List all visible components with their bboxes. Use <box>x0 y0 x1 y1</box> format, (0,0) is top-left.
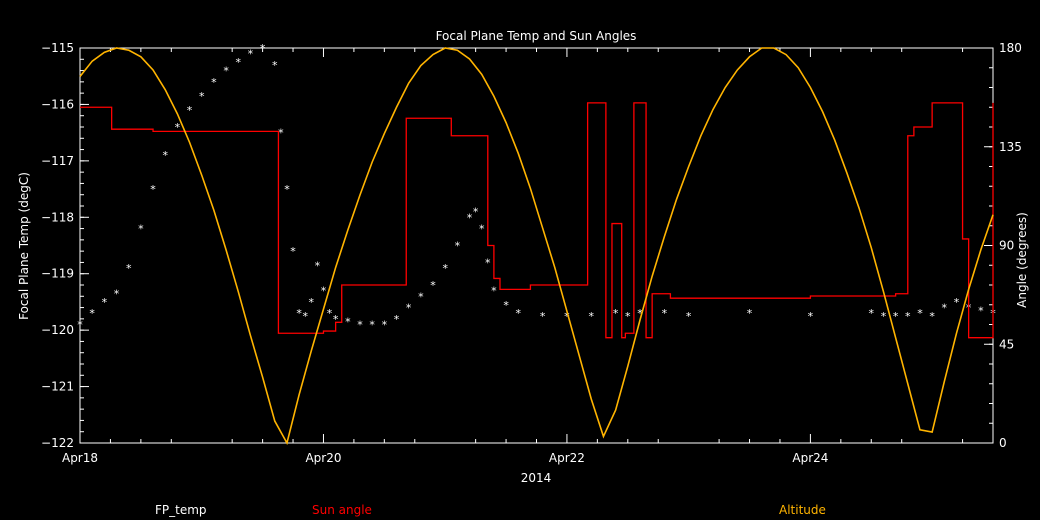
data-point: * <box>327 307 333 320</box>
y-tick-label: −120 <box>41 323 74 337</box>
data-point: * <box>211 76 217 89</box>
data-point: * <box>418 290 424 303</box>
data-point: * <box>236 56 242 69</box>
y-tick-label: −115 <box>41 41 74 55</box>
y-tick-label: −121 <box>41 380 74 394</box>
y-tick-label: −119 <box>41 267 74 281</box>
data-point: * <box>589 310 595 323</box>
data-point: * <box>613 307 619 320</box>
y2-tick-label: 180 <box>999 41 1022 55</box>
axis-ticks: Apr18 Apr20 Apr22 Apr24 −115 −116 −117 −118 −119… <box>41 41 1022 465</box>
y-axis-label: Focal Plane Temp (degC) <box>17 172 31 320</box>
data-point: * <box>199 90 205 103</box>
series-line <box>80 102 994 339</box>
data-point: * <box>114 287 120 300</box>
data-point: * <box>302 310 308 323</box>
series-altitude <box>79 47 994 446</box>
x-tick-label: Apr18 <box>62 451 98 465</box>
data-point: * <box>540 310 546 323</box>
data-point: * <box>89 307 95 320</box>
data-point: * <box>223 65 229 78</box>
data-point: * <box>881 310 887 323</box>
data-point: * <box>382 319 388 332</box>
data-point: * <box>515 307 521 320</box>
legend: FP_temp Sun angle Altitude <box>155 503 826 517</box>
y2-axis-label: Angle (degrees) <box>1015 212 1029 308</box>
y-tick-label: −117 <box>41 154 74 168</box>
data-point: * <box>479 223 485 236</box>
data-point: * <box>290 245 296 258</box>
data-point: * <box>126 262 132 275</box>
data-point: * <box>473 206 479 219</box>
data-point: * <box>686 310 692 323</box>
data-point: * <box>455 240 461 253</box>
data-point: * <box>893 310 899 323</box>
data-point: * <box>430 279 436 292</box>
data-point: * <box>929 310 935 323</box>
x-tick-label: Apr20 <box>305 451 341 465</box>
y2-tick-label: 45 <box>999 337 1014 351</box>
data-point: * <box>260 42 266 55</box>
data-point: * <box>284 183 290 196</box>
data-point: * <box>187 104 193 117</box>
data-point: * <box>175 121 181 134</box>
data-point: * <box>102 296 108 309</box>
data-point: * <box>138 223 144 236</box>
data-point: * <box>406 302 412 315</box>
data-point: * <box>978 304 984 317</box>
series-fp-temp: *************** ****** ***** * * * * * ******* **… <box>77 42 996 332</box>
data-point: * <box>333 313 339 326</box>
data-point: * <box>309 296 315 309</box>
series-line <box>79 47 994 446</box>
data-point: * <box>503 299 509 312</box>
data-point: * <box>467 211 473 224</box>
legend-entry: FP_temp <box>155 503 207 517</box>
series-sun-angle <box>80 102 994 339</box>
data-point: * <box>954 296 960 309</box>
data-point: * <box>296 307 302 320</box>
x-tick-label: Apr22 <box>549 451 585 465</box>
data-point: * <box>315 259 321 272</box>
y2-tick-label: 0 <box>999 436 1007 450</box>
data-point: * <box>272 59 278 72</box>
data-point: * <box>747 307 753 320</box>
y-tick-label: −116 <box>41 97 74 111</box>
x-axis-label: 2014 <box>521 471 552 485</box>
legend-entry: Altitude <box>779 503 826 517</box>
data-point: * <box>637 307 643 320</box>
data-point: * <box>162 149 168 162</box>
data-point: * <box>357 319 363 332</box>
y2-tick-label: 90 <box>999 239 1014 253</box>
data-point: * <box>808 310 814 323</box>
data-point: * <box>150 183 156 196</box>
data-point: * <box>917 307 923 320</box>
y-tick-label: −118 <box>41 210 74 224</box>
y2-tick-label: 135 <box>999 140 1022 154</box>
data-point: * <box>564 310 570 323</box>
chart-title: Focal Plane Temp and Sun Angles <box>436 29 637 43</box>
y-tick-label: −122 <box>41 436 74 450</box>
data-point: * <box>869 307 875 320</box>
data-point: * <box>442 262 448 275</box>
data-point: * <box>345 316 351 329</box>
legend-entry: Sun angle <box>312 503 372 517</box>
data-point: * <box>278 127 284 140</box>
data-point: * <box>485 256 491 269</box>
series-layer: *************** ****** ***** * * * * * ******* **… <box>77 42 996 446</box>
data-point: * <box>625 310 631 323</box>
data-point: * <box>905 310 911 323</box>
data-point: * <box>394 313 400 326</box>
data-point: * <box>248 48 254 61</box>
data-point: * <box>77 319 83 332</box>
x-tick-label: Apr24 <box>792 451 828 465</box>
data-point: * <box>662 307 668 320</box>
data-point: * <box>942 302 948 315</box>
data-point: * <box>369 319 375 332</box>
data-point: * <box>491 285 497 298</box>
data-point: * <box>321 285 327 298</box>
